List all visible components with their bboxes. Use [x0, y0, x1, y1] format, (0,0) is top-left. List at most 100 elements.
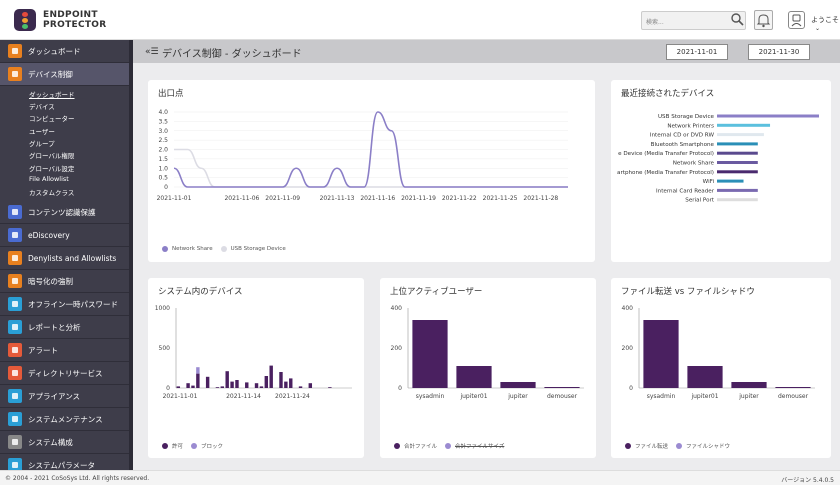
subitem-global-settings[interactable]: グローバル設定: [29, 165, 75, 173]
legend-label: 合計ファイルサイズ: [455, 444, 505, 450]
y-tick-label: 3.5: [158, 118, 168, 125]
content-aware-icon: [8, 205, 22, 219]
copyright: © 2004 - 2021 CoSoSys Ltd. All rights re…: [5, 475, 150, 482]
x-tick-label: 2021-11-06: [224, 195, 259, 202]
sidebar: ダッシュボード デバイス制御 ダッシュボード デバイス コンピューター ユーザー…: [0, 40, 133, 470]
sidebar-scrollbar[interactable]: [129, 40, 133, 470]
sidebar-item-label: オフライン一時パスワード: [28, 299, 118, 309]
y-tick-label: 0.5: [158, 175, 168, 182]
chart-legend[interactable]: 許可 ブロック: [162, 442, 223, 450]
subitem-groups[interactable]: グループ: [29, 140, 55, 148]
sidebar-item-directory-services[interactable]: ディレクトリサービス: [0, 362, 129, 385]
sidebar-item-content-aware[interactable]: コンテンツ認識保護: [0, 201, 129, 224]
sidebar-item-system-configuration[interactable]: システム構成: [0, 431, 129, 454]
y-tick-label: 0: [629, 385, 633, 392]
exit-points-chart: 0 0.5 1.0 1.5 2.0 2.5 3.0 3.5 4.0 2021-11-01 2021-…: [157, 109, 568, 202]
y-tick-label: 200: [391, 345, 403, 352]
sidebar-item-label: レポートと分析: [28, 322, 81, 332]
recent-devices-chart: USB Storage Device Network Printers Intern…: [617, 114, 819, 204]
y-tick-label: 400: [391, 305, 403, 312]
y-tick-label: 0: [166, 385, 170, 392]
sidebar-item-reports[interactable]: レポートと分析: [0, 316, 129, 339]
top-users-chart: 0 200 400 sysadmin jupiter01 jupiter demouser: [391, 305, 584, 400]
legend-label: ファイルシャドウ: [686, 444, 731, 450]
device-bar: [717, 198, 758, 202]
card-title: ファイル転送 vs ファイルシャドウ: [621, 287, 755, 297]
allowed-bar: [259, 386, 264, 388]
allowed-bar: [284, 381, 288, 388]
bell-icon: [756, 14, 771, 28]
date-to-input[interactable]: 2021-11-30: [748, 44, 810, 60]
subitem-global-rights[interactable]: グローバル権限: [29, 152, 75, 160]
x-tick-label: demouser: [778, 393, 809, 400]
card-title: 上位アクティブユーザー: [390, 287, 483, 297]
welcome-username[interactable]: ようこそ ⌄: [811, 16, 839, 32]
date-from-input[interactable]: 2021-11-01: [666, 44, 728, 60]
data-bar: [775, 387, 811, 388]
x-tick-label: 2021-11-13: [320, 195, 355, 202]
y-tick-label: 1.0: [158, 165, 168, 172]
allowed-bar: [176, 386, 181, 388]
data-bar: [643, 320, 679, 388]
denylist-icon: [8, 251, 22, 265]
legend-dot: [220, 246, 227, 252]
search-icon[interactable]: [731, 13, 744, 26]
subitem-dashboard[interactable]: ダッシュボード: [29, 91, 75, 99]
sidebar-item-offline-password[interactable]: オフライン一時パスワード: [0, 293, 129, 316]
allowed-bar: [186, 383, 190, 388]
legend-label: ファイル転送: [635, 444, 669, 450]
parameters-icon: [8, 458, 22, 470]
search-input[interactable]: 検索...: [641, 11, 746, 30]
y-tick-label: 1000: [155, 305, 170, 312]
sidebar-item-system-parameters[interactable]: システムパラメータ: [0, 454, 129, 470]
sidebar-item-system-maintenance[interactable]: システムメンテナンス: [0, 408, 129, 431]
device-bar: [717, 114, 819, 118]
device-bar: [717, 179, 744, 183]
sidebar-item-appliance[interactable]: アプライアンス: [0, 385, 129, 408]
x-tick-label: 2021-11-09: [265, 195, 300, 202]
device-bar: [717, 123, 771, 127]
blocked-bar: [196, 367, 200, 374]
subitem-custom-classes[interactable]: カスタムクラス: [29, 189, 75, 197]
data-bar: [500, 382, 536, 388]
category-label: e Device (Media Transfer Protocol): [618, 151, 714, 157]
chart-legend[interactable]: Network Share USB Storage Device: [162, 246, 286, 252]
sidebar-item-label: ディレクトリサービス: [28, 368, 103, 378]
sidebar-item-alerts[interactable]: アラート: [0, 339, 129, 362]
page-title: デバイス制御 - ダッシュボード: [162, 49, 302, 60]
sidebar-item-label: システムメンテナンス: [28, 414, 103, 424]
device-bar: [717, 133, 764, 137]
x-tick-label: sysadmin: [416, 393, 445, 400]
subitem-file-allowlist[interactable]: File Allowlist: [29, 175, 69, 183]
y-tick-label: 1.5: [158, 156, 168, 163]
sidebar-item-denylists[interactable]: Denylists and Allowlists: [0, 247, 129, 270]
exit-points-card: 出口点 0 0.5 1.0 1.5 2.0 2.5 3.0 3.5 4.0 2021-11-01 2…: [148, 80, 595, 262]
card-title: 最近接続されたデバイス: [621, 89, 715, 99]
user-avatar[interactable]: [788, 11, 805, 29]
notifications-button[interactable]: [754, 10, 773, 30]
sidebar-item-label: デバイス制御: [28, 69, 73, 79]
sidebar-item-enforced-encryption[interactable]: 暗号化の強制: [0, 270, 129, 293]
allowed-bar: [191, 385, 195, 388]
version: バージョン 5.4.0.5: [781, 477, 834, 484]
allowed-bar: [279, 372, 283, 388]
subitem-devices[interactable]: デバイス: [29, 103, 55, 111]
sidebar-item-label: アラート: [28, 345, 58, 355]
subitem-computers[interactable]: コンピューター: [29, 115, 75, 123]
endpoint-protector-logo[interactable]: [14, 9, 36, 31]
page-titlebar: [133, 40, 840, 63]
sidebar-toggle-icon[interactable]: «☰: [145, 47, 159, 57]
chart-legend[interactable]: ファイル転送 ファイルシャドウ: [625, 442, 730, 450]
x-tick-label: 2021-11-01: [163, 393, 198, 400]
series-line: [173, 111, 568, 188]
sidebar-item-device-control[interactable]: デバイス制御: [0, 63, 129, 86]
subitem-users[interactable]: ユーザー: [29, 128, 55, 136]
legend-dot: [625, 443, 631, 449]
device-control-icon: [8, 67, 22, 81]
sidebar-item-dashboard[interactable]: ダッシュボード: [0, 40, 129, 63]
chart-legend[interactable]: 合計ファイル 合計ファイルサイズ: [394, 442, 504, 450]
sidebar-item-label: eDiscovery: [28, 230, 70, 240]
allowed-bar: [235, 380, 239, 388]
y-tick-label: 3.0: [158, 128, 168, 135]
sidebar-item-ediscovery[interactable]: eDiscovery: [0, 224, 129, 247]
